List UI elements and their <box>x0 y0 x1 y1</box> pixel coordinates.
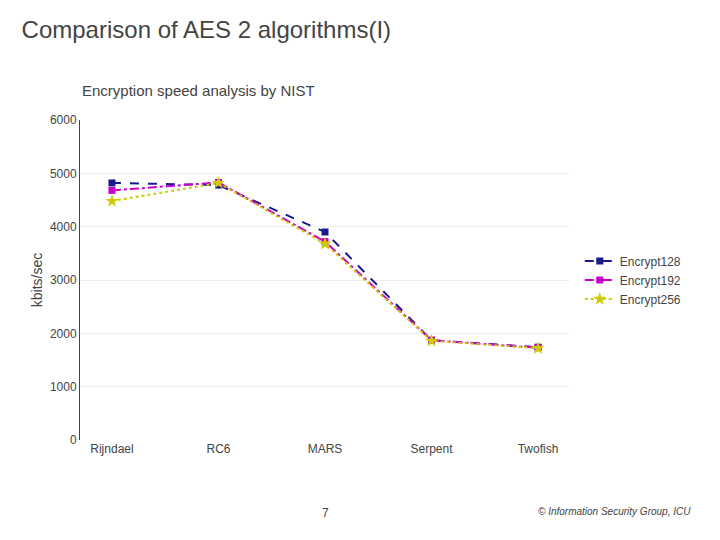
svg-text:Twofish: Twofish <box>518 442 559 456</box>
svg-text:© Information Security Group,: © Information Security Group, ICU <box>538 506 691 517</box>
svg-text:Encrypt128: Encrypt128 <box>620 255 681 269</box>
svg-text:6000: 6000 <box>50 113 77 127</box>
svg-text:3000: 3000 <box>50 273 77 287</box>
svg-text:4000: 4000 <box>50 220 77 234</box>
svg-text:Encrypt256: Encrypt256 <box>620 293 681 307</box>
svg-text:5000: 5000 <box>50 167 77 181</box>
svg-text:Comparison of AES 2 algorithms: Comparison of AES 2 algorithms(I) <box>22 16 391 43</box>
svg-text:0: 0 <box>70 433 77 447</box>
svg-text:2000: 2000 <box>50 327 77 341</box>
svg-text:RC6: RC6 <box>206 442 230 456</box>
svg-text:Rijndael: Rijndael <box>90 442 133 456</box>
svg-text:MARS: MARS <box>308 442 343 456</box>
svg-text:Encryption speed analysis by N: Encryption speed analysis by NIST <box>82 82 315 99</box>
svg-text:Serpent: Serpent <box>411 442 454 456</box>
svg-text:1000: 1000 <box>50 380 77 394</box>
svg-text:7: 7 <box>322 506 329 520</box>
svg-text:kbits/sec: kbits/sec <box>29 253 45 307</box>
svg-text:Encrypt192: Encrypt192 <box>620 274 681 288</box>
